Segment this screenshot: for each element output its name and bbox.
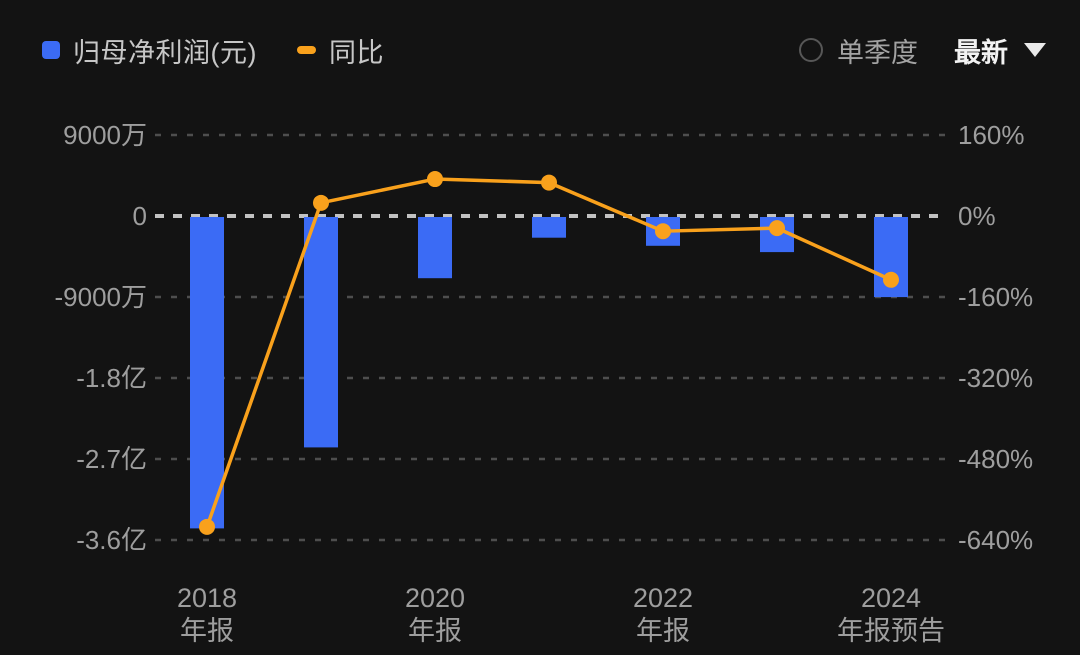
x-axis-tick-label: 2024 [861,583,921,613]
legend-label-yoy: 同比 [328,37,384,68]
left-axis-tick-label: -1.8亿 [76,363,147,393]
bar-series-swatch-icon [42,41,60,59]
x-axis-tick-label: 年报 [180,616,234,646]
yoy-point-2022年报[interactable] [655,223,671,240]
period-dropdown-label[interactable]: 最新 [954,37,1008,68]
chevron-down-icon[interactable] [1024,43,1046,57]
right-axis-tick-label: 160% [958,120,1025,150]
bar-2020年报[interactable] [418,217,452,279]
x-axis-tick-label: 年报 [636,616,690,646]
x-axis-tick-label: 年报预告 [837,616,945,646]
right-axis-tick-label: -160% [958,282,1033,312]
bar-2019年报[interactable] [304,217,338,448]
right-axis-tick-label: 0% [958,201,996,231]
yoy-point-2023年报[interactable] [769,220,785,237]
yoy-point-2020年报[interactable] [427,171,443,188]
yoy-point-2018年报[interactable] [199,518,215,535]
legend-label-net-profit: 归母净利润(元) [73,37,257,68]
right-axis-tick-label: -640% [958,525,1033,555]
period-controls: 单季度 最新 [799,31,1046,70]
right-axis-tick-label: -320% [958,363,1033,393]
left-axis-tick-label: 0 [133,201,147,231]
yoy-point-2021年报[interactable] [541,174,557,191]
x-axis-tick-label: 2022 [633,583,693,613]
yoy-point-2024年报预告[interactable] [883,271,899,288]
chart-header: 归母净利润(元) 同比 单季度 最新 [42,30,1046,70]
left-axis-tick-label: -2.7亿 [76,444,147,474]
single-quarter-radio[interactable] [799,38,823,62]
single-quarter-label[interactable]: 单季度 [837,37,918,68]
legend-item-yoy[interactable]: 同比 [296,31,384,70]
x-axis-tick-label: 2018 [177,583,237,613]
x-axis-tick-label: 2020 [405,583,465,613]
bar-2021年报[interactable] [532,217,566,238]
bar-2018年报[interactable] [190,217,224,529]
x-axis-tick-label: 年报 [408,616,462,646]
legend-item-net-profit[interactable]: 归母净利润(元) [42,31,257,70]
right-axis-tick-label: -480% [958,444,1033,474]
left-axis-tick-label: -9000万 [55,282,148,312]
left-axis-tick-label: 9000万 [63,120,147,150]
line-series-swatch-icon [296,46,316,54]
left-axis-tick-label: -3.6亿 [76,525,147,555]
legend: 归母净利润(元) 同比 [42,31,384,70]
yoy-point-2019年报[interactable] [313,194,329,211]
